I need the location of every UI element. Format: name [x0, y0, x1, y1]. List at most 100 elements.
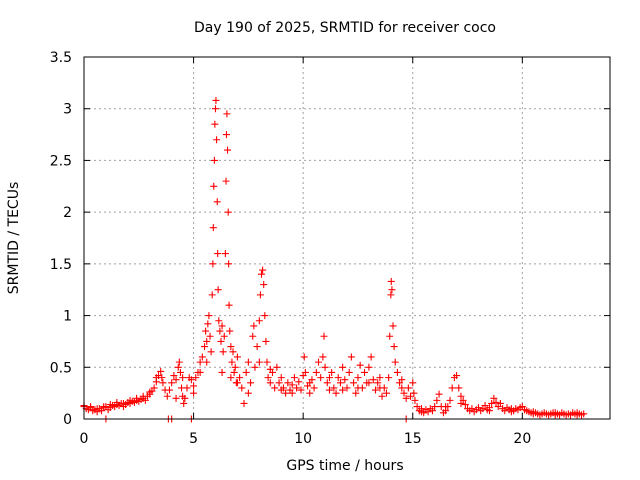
data-point	[224, 208, 232, 216]
plot-frame	[83, 56, 611, 420]
data-point	[222, 131, 230, 139]
data-point	[100, 403, 108, 411]
data-point	[455, 384, 463, 392]
data-point	[262, 337, 270, 345]
data-point	[404, 384, 412, 392]
data-point	[446, 396, 454, 404]
y-tick-label: 1	[63, 309, 72, 325]
data-point	[431, 403, 439, 411]
data-point	[214, 286, 222, 294]
data-point	[190, 389, 198, 397]
data-point	[288, 389, 296, 397]
data-points	[80, 96, 588, 423]
data-point	[271, 384, 279, 392]
data-point	[354, 384, 362, 392]
data-point	[580, 410, 588, 418]
data-point	[192, 374, 200, 382]
data-point	[203, 337, 211, 345]
data-point	[174, 363, 182, 371]
data-point	[306, 389, 314, 397]
data-point	[213, 136, 221, 144]
x-tick-labels: 0 5 10 15 20	[80, 431, 532, 447]
y-tick-label: 0	[63, 412, 72, 428]
data-point	[150, 384, 158, 392]
data-point	[222, 177, 230, 185]
data-point	[223, 110, 231, 118]
x-tick-label: 15	[404, 431, 422, 447]
data-point	[507, 405, 515, 413]
data-point	[339, 386, 347, 394]
data-point	[255, 358, 263, 366]
data-point	[374, 379, 382, 387]
data-point	[261, 312, 269, 320]
data-point	[295, 378, 303, 386]
data-point	[306, 379, 314, 387]
data-point	[323, 379, 331, 387]
y-tick-label: 0.5	[50, 360, 72, 376]
data-point	[172, 376, 180, 384]
data-point	[551, 409, 559, 417]
y-tick-label: 3	[63, 102, 72, 118]
y-tick-labels: 0 0.5 1 1.5 2 2.5 3 3.5	[50, 50, 72, 428]
data-point	[218, 368, 226, 376]
data-point	[330, 384, 338, 392]
data-point	[242, 368, 250, 376]
data-point	[212, 105, 219, 113]
data-point	[244, 389, 252, 397]
data-point	[221, 250, 229, 258]
data-point	[240, 399, 248, 407]
data-point	[251, 363, 259, 371]
data-point	[218, 322, 226, 330]
data-point	[231, 363, 239, 371]
data-point	[325, 386, 333, 394]
data-point	[350, 379, 358, 387]
data-point	[230, 368, 238, 376]
data-point	[249, 332, 257, 340]
data-point	[266, 365, 274, 373]
data-point	[212, 96, 220, 104]
data-point	[435, 390, 443, 398]
data-point	[210, 182, 218, 190]
data-point	[393, 368, 401, 376]
data-point	[382, 389, 390, 397]
data-point	[376, 374, 384, 382]
data-point	[266, 379, 274, 387]
data-point	[320, 332, 328, 340]
data-point	[179, 374, 187, 382]
data-point	[380, 384, 388, 392]
x-tick-label: 5	[189, 431, 198, 447]
data-point	[428, 407, 436, 415]
data-point	[310, 384, 318, 392]
data-point	[209, 260, 217, 268]
data-point	[244, 358, 252, 366]
data-point	[297, 386, 305, 394]
data-point	[573, 409, 581, 417]
x-tick-label: 20	[513, 431, 531, 447]
data-point	[341, 376, 349, 384]
data-point	[225, 260, 233, 268]
data-point	[413, 403, 421, 411]
data-point	[176, 368, 184, 376]
data-point	[226, 327, 234, 335]
data-point	[181, 394, 189, 402]
data-point	[290, 374, 298, 382]
data-point	[433, 396, 441, 404]
data-point	[263, 358, 271, 366]
data-point	[256, 291, 264, 299]
data-point	[387, 291, 395, 299]
data-point	[448, 384, 456, 392]
data-point	[233, 379, 241, 387]
data-point	[227, 374, 235, 382]
data-point	[225, 301, 233, 309]
data-point	[390, 343, 398, 351]
data-point	[365, 379, 373, 387]
data-point	[141, 396, 149, 404]
data-point	[387, 277, 395, 285]
data-point	[325, 374, 333, 382]
data-point	[126, 396, 134, 404]
data-point	[378, 392, 386, 400]
data-point	[410, 389, 418, 397]
data-point	[228, 358, 236, 366]
data-point	[187, 376, 195, 384]
data-point	[202, 327, 210, 335]
